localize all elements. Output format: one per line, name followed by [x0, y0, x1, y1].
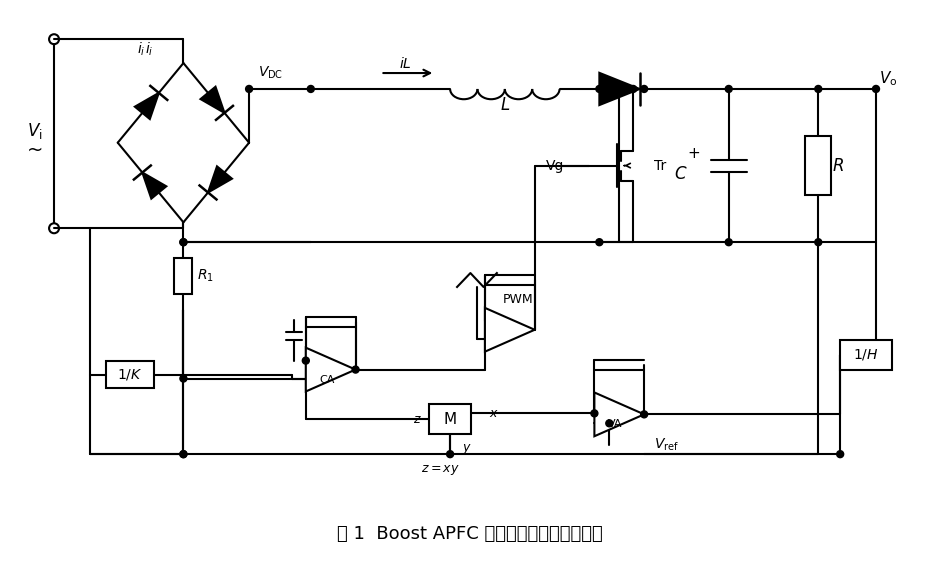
Polygon shape	[599, 73, 640, 105]
Circle shape	[180, 451, 187, 458]
Text: y: y	[462, 441, 470, 454]
Circle shape	[447, 451, 454, 458]
Circle shape	[726, 85, 732, 92]
Bar	[429, 404, 471, 434]
Circle shape	[596, 239, 603, 246]
Text: ~: ~	[27, 141, 43, 160]
Polygon shape	[208, 166, 232, 192]
Text: $V_{\mathrm{ref}}$: $V_{\mathrm{ref}}$	[654, 437, 679, 453]
Text: $R_1$: $R_1$	[197, 268, 214, 284]
Text: $i_i$: $i_i$	[137, 40, 146, 58]
Circle shape	[246, 85, 252, 92]
Polygon shape	[142, 173, 167, 199]
Text: $V_{\mathrm{DC}}$: $V_{\mathrm{DC}}$	[259, 65, 283, 82]
Circle shape	[180, 239, 187, 246]
Text: M: M	[443, 412, 456, 427]
Circle shape	[352, 366, 359, 373]
Polygon shape	[595, 392, 645, 436]
Text: $R$: $R$	[832, 157, 844, 174]
Polygon shape	[200, 87, 225, 113]
Circle shape	[308, 85, 314, 92]
Text: Vg: Vg	[546, 158, 565, 173]
Text: $1/K$: $1/K$	[117, 367, 142, 382]
Circle shape	[302, 357, 310, 364]
Text: z: z	[413, 413, 420, 426]
Text: 图 1  Boost APFC 电路平均电流控制原理图: 图 1 Boost APFC 电路平均电流控制原理图	[337, 525, 603, 543]
Circle shape	[641, 85, 647, 92]
Text: $L$: $L$	[500, 96, 510, 114]
Text: Tr: Tr	[654, 158, 666, 173]
Circle shape	[641, 411, 647, 418]
Bar	[174, 258, 192, 294]
Polygon shape	[135, 93, 159, 119]
Circle shape	[606, 420, 613, 427]
Circle shape	[815, 239, 821, 246]
Circle shape	[591, 410, 598, 417]
Text: x: x	[489, 407, 496, 420]
Text: $C$: $C$	[674, 165, 688, 183]
Circle shape	[837, 451, 844, 458]
Text: +: +	[688, 146, 700, 161]
Circle shape	[596, 85, 603, 92]
Circle shape	[180, 451, 187, 458]
Text: $V_{\mathrm{i}}$: $V_{\mathrm{i}}$	[27, 121, 43, 141]
Circle shape	[180, 375, 187, 382]
Text: $V_{\mathrm{o}}$: $V_{\mathrm{o}}$	[879, 70, 897, 88]
Text: $i_i$: $i_i$	[145, 40, 153, 58]
Polygon shape	[485, 308, 534, 351]
Text: $z=xy$: $z=xy$	[421, 463, 459, 477]
Bar	[805, 136, 831, 195]
Circle shape	[872, 85, 880, 92]
Circle shape	[815, 85, 821, 92]
Polygon shape	[306, 348, 356, 392]
Circle shape	[630, 85, 637, 92]
Bar	[840, 340, 892, 370]
Circle shape	[180, 239, 187, 246]
Text: PWM: PWM	[502, 293, 534, 306]
Text: $1/H$: $1/H$	[853, 347, 879, 362]
Text: $iL$: $iL$	[399, 55, 412, 71]
Circle shape	[726, 239, 732, 246]
Bar	[105, 361, 153, 388]
Text: CA: CA	[319, 375, 334, 384]
Text: VA: VA	[608, 419, 623, 429]
